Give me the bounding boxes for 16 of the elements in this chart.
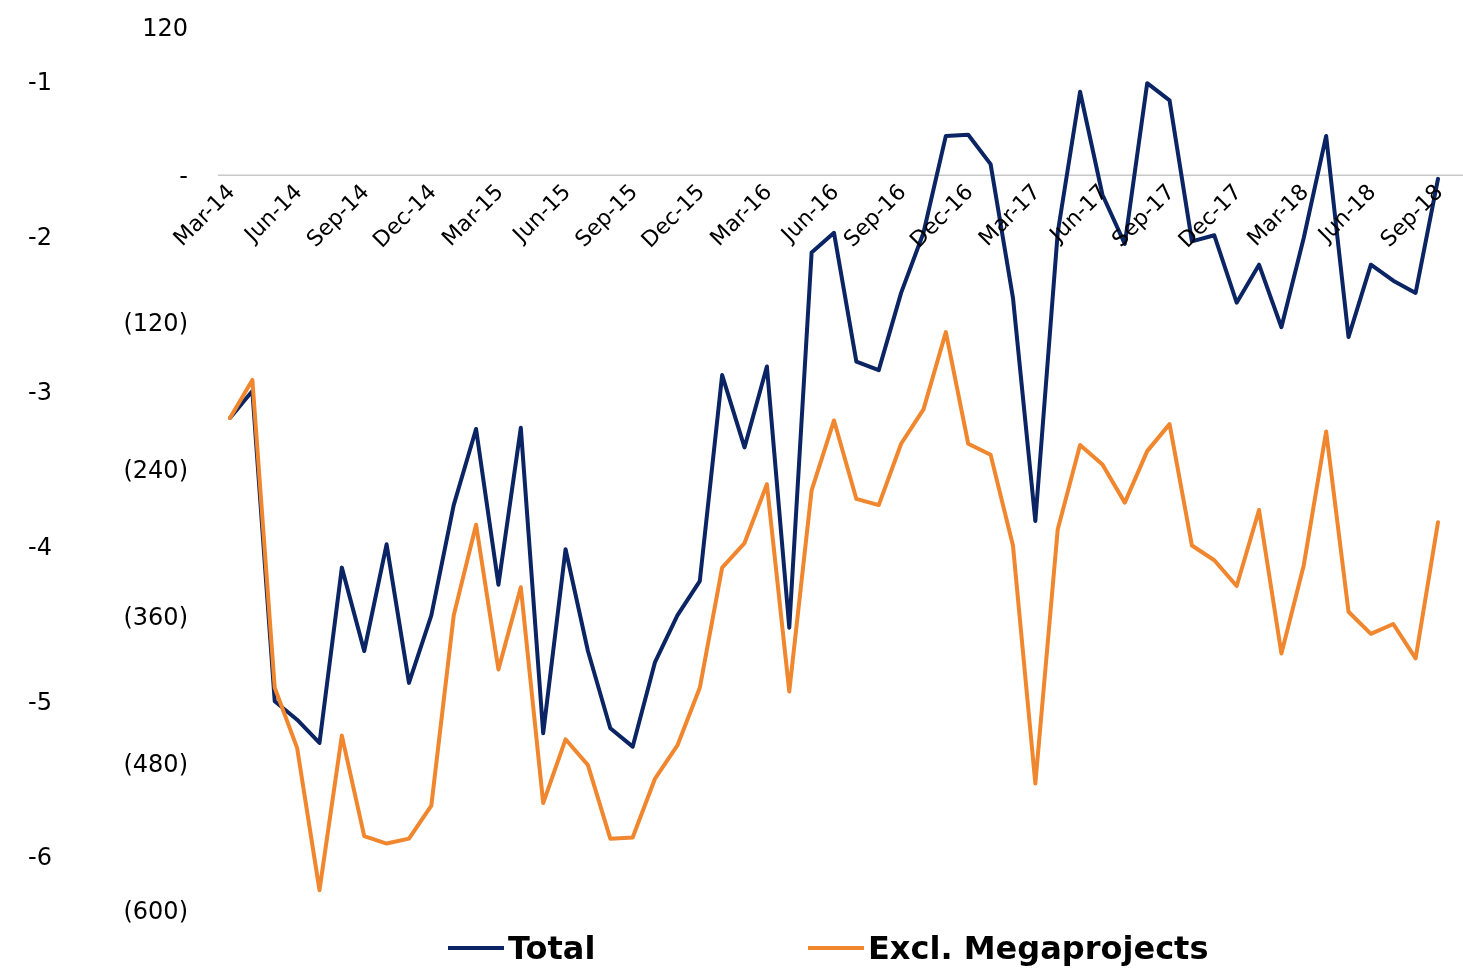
y-tick-label: (120)	[123, 308, 188, 337]
legend-label: Total	[508, 929, 596, 968]
text: -6	[28, 843, 52, 872]
text: -5	[28, 688, 52, 717]
y-tick-label: (240)	[123, 455, 188, 484]
text: -1	[28, 68, 52, 97]
legend-label: Excl. Megaprojects	[868, 929, 1209, 968]
y-tick-label: -	[179, 161, 188, 190]
y-tick-label: (600)	[123, 897, 188, 926]
text: -2	[28, 223, 52, 252]
y-tick-label: (360)	[123, 603, 188, 632]
y-tick-label: 120	[142, 14, 188, 43]
line-series	[228, 330, 1440, 893]
y-tick-label: (480)	[123, 750, 188, 779]
text: -3	[28, 378, 52, 407]
text: -4	[28, 533, 52, 562]
